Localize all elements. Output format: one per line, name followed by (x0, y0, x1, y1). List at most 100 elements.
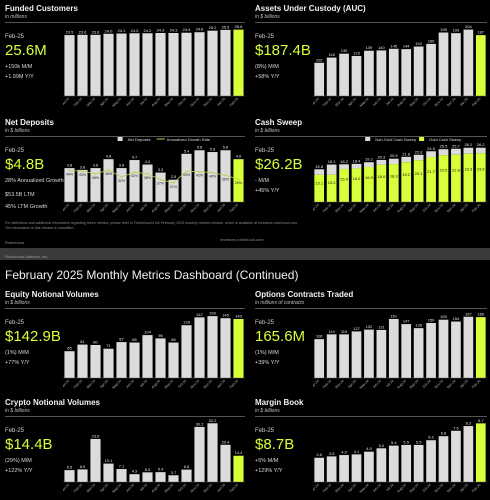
margin-headline: $8.7B (255, 436, 295, 453)
equity-bar (64, 351, 75, 378)
deposits-legend-label-1: Annualized Growth Rate (167, 137, 211, 142)
funded-chart: 23.5 Jan-24 23.6 Feb-24 23.6 Mar-24 24.0 Apr-24… (63, 24, 245, 108)
margin-bar (413, 444, 424, 482)
sweep-bar-gold (388, 164, 399, 202)
sweep-bar-gold (314, 174, 325, 202)
auc-bar (413, 46, 424, 96)
sweep-total-label: 22.8 (415, 149, 424, 154)
tile-equity: Equity Notional Volumes in $ billions Feb-… (5, 290, 245, 394)
funded-value-label: 23.5 (66, 30, 75, 35)
sweep-gold-label: 22.6 (440, 168, 449, 173)
crypto-line1: (29%) M/M (5, 458, 32, 464)
margin-line1: +5% M/M (255, 458, 279, 464)
crypto-tick-label: Feb-24 (73, 483, 84, 494)
options-value-label: 106 (316, 334, 323, 339)
funded-bar (181, 32, 192, 96)
deposits-line3: $53.5B LTM (5, 192, 35, 198)
funded-tick-label: Apr-24 (99, 97, 109, 107)
funded-value-label: 24.4 (183, 27, 192, 32)
options-value-label: 166 (477, 312, 484, 317)
options-tick-label: Jul-24 (385, 379, 394, 388)
options-value-label: 161 (390, 313, 397, 318)
funded-tick-label: Sep-24 (164, 97, 175, 108)
options-line2: +39% Y/Y (255, 360, 280, 366)
options-tick-label: Jan-25 (459, 379, 469, 389)
equity-bar (90, 345, 101, 378)
options-bar (438, 319, 449, 378)
deposits-growth-line (69, 169, 239, 184)
options-bar (364, 329, 374, 378)
funded-bar (142, 33, 153, 96)
sweep-total-label: 20.9 (390, 153, 399, 158)
deposits-growth-label: 27% (157, 182, 165, 186)
options-value-label: 147 (403, 319, 410, 324)
sweep-line2: +45% Y/Y (255, 188, 280, 194)
margin-value-label: 5.5 (403, 439, 409, 444)
deposits-value-label: 2.5 (171, 174, 177, 179)
sweep-tick-label: Feb-24 (322, 203, 333, 214)
deposits-growth-label: 41% (131, 174, 139, 178)
sweep-total-label: 18.4 (353, 158, 362, 163)
margin-bar (426, 440, 436, 482)
sweep-bar-nongold (463, 147, 474, 154)
deposits-subtitle: in $ billions (5, 128, 30, 134)
crypto-tick-label: Mar-24 (86, 483, 97, 494)
options-tick-label: Mar-24 (334, 379, 345, 390)
margin-bar (451, 430, 461, 482)
funded-tick-label: Jan-25 (216, 97, 226, 107)
crypto-bar (233, 455, 244, 482)
deposits-tick-label: Feb-25 (229, 203, 240, 214)
sweep-tick-label: Jun-24 (372, 203, 382, 213)
margin-value-label: 3.6 (316, 452, 322, 457)
crypto-value-label: 7.1 (119, 464, 125, 469)
deposits-growth-point (172, 181, 175, 184)
margin-tick-label: Feb-24 (322, 483, 333, 494)
deposits-growth-label: 21% (170, 185, 178, 189)
auc-title: Assets Under Custody (AUC) (255, 4, 366, 13)
margin-bar (339, 455, 349, 482)
deposits-value-label: 4.8 (106, 154, 112, 159)
crypto-value-label: 5.4 (158, 467, 164, 472)
funded-tick-label: Feb-25 (229, 97, 240, 108)
auc-bar (388, 48, 399, 96)
sweep-gold-label: 13.1 (315, 180, 324, 185)
margin-value-label: 7.6 (453, 425, 459, 430)
margin-tick-label: Jun-24 (372, 483, 382, 493)
margin-tick-label: Sep-24 (409, 483, 420, 494)
crypto-bar (220, 444, 231, 482)
equity-tick-label: Apr-24 (99, 379, 109, 389)
equity-bar (129, 342, 140, 378)
deposits-growth-point (68, 169, 71, 172)
equity-bar (194, 317, 205, 378)
options-rule (255, 308, 487, 309)
sweep-bar-gold (413, 160, 424, 202)
auc-value-label: 123 (353, 50, 360, 55)
margin-value-label: 5.0 (379, 443, 385, 448)
margin-value-label: 4.5 (366, 446, 372, 451)
funded-value-label: 25.6 (235, 24, 244, 29)
deposits-growth-label: 38% (144, 176, 152, 180)
crypto-tick-label: Jul-24 (139, 483, 148, 492)
sweep-tick-label: Apr-24 (347, 203, 357, 213)
funded-tick-label: May-24 (111, 97, 122, 108)
equity-bar (77, 344, 88, 378)
options-tick-label: Jan-24 (313, 379, 320, 389)
deposits-bar (168, 179, 179, 202)
sweep-total-label: 19.2 (365, 157, 374, 162)
margin-bar (475, 423, 486, 482)
auc-tick-label: Feb-24 (322, 97, 333, 108)
auc-bar (364, 50, 374, 96)
deposits-growth-point (159, 178, 162, 181)
deposits-growth-point (211, 171, 214, 174)
auc-tick-label: Mar-24 (334, 97, 345, 108)
sweep-total-label: 18.2 (340, 159, 349, 164)
options-bar (413, 328, 424, 378)
auc-value-label: 193 (453, 28, 460, 33)
funded-period: Feb-25 (5, 34, 25, 40)
options-chart: 106 Jan-24 119 Feb-24 119 Mar-24 127 Apr-24 132 M… (313, 311, 487, 390)
auc-tick-label: Jun-24 (372, 97, 382, 107)
options-bar (376, 329, 387, 378)
equity-line1: (1%) M/M (5, 350, 29, 356)
deposits-tick-label: May-24 (111, 203, 122, 214)
sweep-bar-gold (326, 174, 337, 202)
